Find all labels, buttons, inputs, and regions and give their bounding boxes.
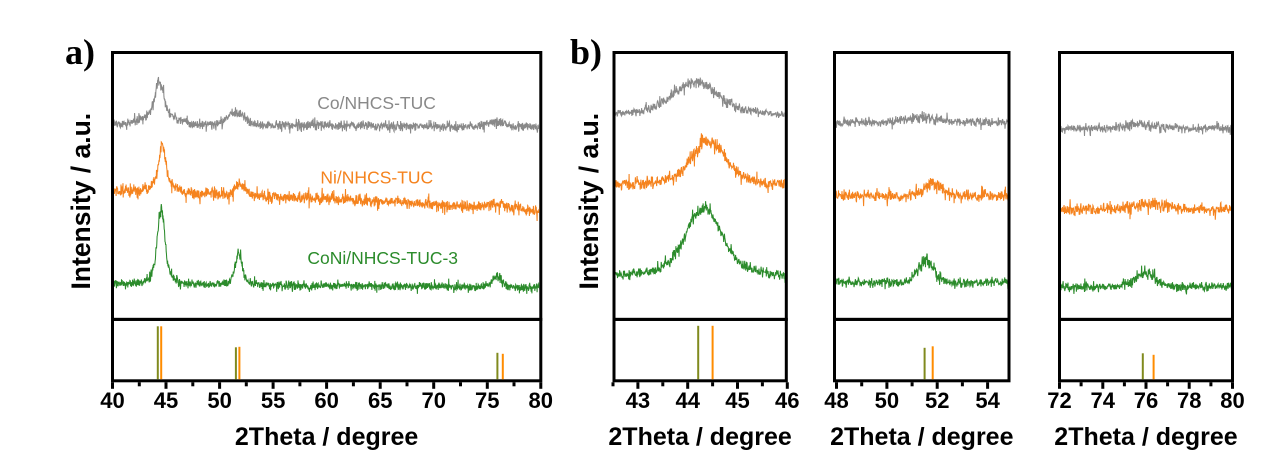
svg-text:45: 45	[725, 388, 749, 413]
svg-text:CoNi/NHCS-TUC-3: CoNi/NHCS-TUC-3	[307, 248, 458, 268]
svg-text:70: 70	[421, 388, 445, 413]
svg-text:72: 72	[1047, 388, 1071, 413]
svg-text:43: 43	[626, 388, 650, 413]
svg-text:52: 52	[925, 388, 949, 413]
svg-text:48: 48	[824, 388, 848, 413]
svg-text:Co/NHCS-TUC: Co/NHCS-TUC	[317, 93, 436, 113]
svg-text:2Theta / degree: 2Theta / degree	[830, 423, 1013, 451]
svg-text:80: 80	[529, 388, 553, 413]
svg-text:50: 50	[875, 388, 899, 413]
svg-text:50: 50	[207, 388, 231, 413]
svg-text:b): b)	[570, 32, 602, 72]
svg-text:78: 78	[1177, 388, 1201, 413]
svg-text:80: 80	[1220, 388, 1244, 413]
svg-text:Intensity / a.u.: Intensity / a.u.	[66, 113, 96, 290]
svg-text:Intensity / a.u.: Intensity / a.u.	[574, 113, 604, 290]
svg-text:65: 65	[368, 388, 392, 413]
svg-text:2Theta / degree: 2Theta / degree	[608, 423, 791, 451]
svg-text:40: 40	[100, 388, 124, 413]
svg-text:a): a)	[65, 32, 95, 72]
svg-text:55: 55	[261, 388, 285, 413]
svg-text:44: 44	[675, 388, 700, 413]
svg-text:76: 76	[1134, 388, 1158, 413]
svg-text:75: 75	[475, 388, 499, 413]
svg-text:45: 45	[154, 388, 178, 413]
svg-text:46: 46	[775, 388, 799, 413]
svg-text:74: 74	[1091, 388, 1116, 413]
svg-text:2Theta / degree: 2Theta / degree	[1054, 423, 1237, 451]
svg-text:2Theta / degree: 2Theta / degree	[235, 423, 418, 451]
svg-text:60: 60	[314, 388, 338, 413]
svg-text:Ni/NHCS-TUC: Ni/NHCS-TUC	[320, 168, 433, 188]
svg-text:54: 54	[975, 388, 1000, 413]
